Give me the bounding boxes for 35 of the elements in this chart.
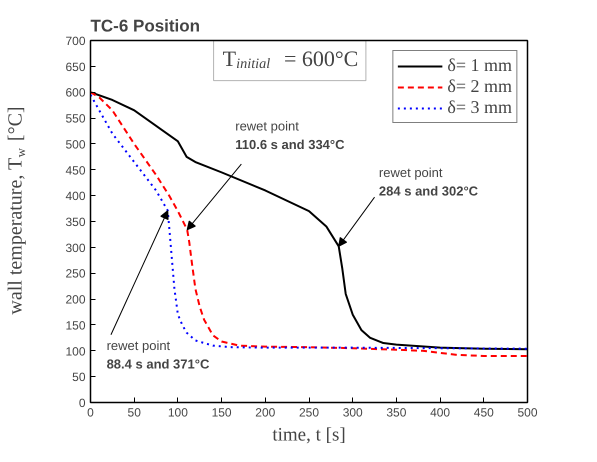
y-tick-label: 650 <box>65 60 86 74</box>
legend-label: δ= 2 mm <box>447 76 512 97</box>
y-tick-label: 250 <box>65 266 86 281</box>
y-tick-label: 400 <box>65 189 86 204</box>
x-tick-label: 500 <box>517 406 538 420</box>
x-tick-label: 100 <box>168 406 188 420</box>
legend-label: δ= 1 mm <box>447 55 512 76</box>
y-tick-label: 600 <box>65 86 86 100</box>
x-tick-label: 450 <box>474 406 494 420</box>
annotation: rewet point 284 s and 302°C <box>378 165 479 199</box>
y-axis-title: wall temperature, Tw [°C] <box>4 106 28 315</box>
chart-title: TC-6 Position <box>90 16 200 36</box>
x-tick-label: 200 <box>255 406 276 420</box>
y-tick-label: 50 <box>72 370 86 384</box>
y-tick-label: 0 <box>78 396 86 410</box>
annotation: rewet point 88.4 s and 371°C <box>106 338 210 372</box>
x-tick-label: 350 <box>386 406 407 420</box>
legend-label: δ= 3 mm <box>447 97 512 118</box>
y-tick-label: 150 <box>65 318 86 332</box>
x-axis-title: time, t [s] <box>272 424 346 446</box>
y-tick-label: 350 <box>65 215 86 229</box>
y-tick-label: 700 <box>65 34 86 48</box>
y-tick-label: 450 <box>65 163 86 178</box>
x-tick-label: 0 <box>87 406 94 420</box>
y-tick-label: 100 <box>65 344 86 358</box>
x-tick-label: 250 <box>298 406 320 420</box>
x-tick-label: 400 <box>430 406 450 420</box>
x-tick-label: 150 <box>212 406 232 420</box>
annotation: rewet point 110.6 s and 334°C <box>235 118 346 152</box>
x-tick-label: 300 <box>342 406 364 420</box>
y-tick-label: 300 <box>65 240 86 255</box>
y-tick-label: 200 <box>65 292 86 307</box>
y-tick-label: 500 <box>65 137 86 152</box>
y-tick-label: 550 <box>65 112 86 126</box>
x-tick-label: 50 <box>128 406 142 420</box>
